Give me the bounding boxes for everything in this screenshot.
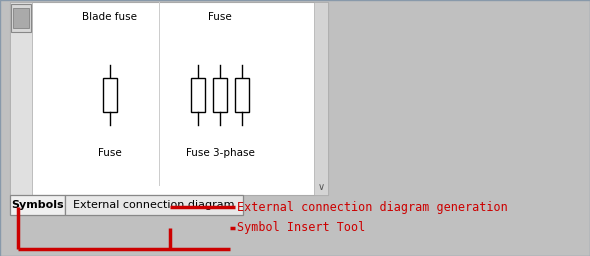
Text: Fuse: Fuse [98,148,122,158]
Text: Blade fuse: Blade fuse [83,12,137,22]
Text: Fuse 3-phase: Fuse 3-phase [186,148,254,158]
Bar [10,2,32,195]
Text: Symbols: Symbols [11,200,64,210]
Bar [10,195,65,215]
Bar [213,78,227,112]
Text: Fuse: Fuse [208,12,232,22]
Bar [103,78,117,112]
Text: Symbol Insert Tool: Symbol Insert Tool [237,221,365,234]
Bar [191,78,205,112]
Bar [11,4,31,32]
Text: External connection diagram: External connection diagram [73,200,235,210]
Bar [314,2,328,195]
Bar [65,195,243,215]
Bar [13,8,29,28]
Text: External connection diagram generation: External connection diagram generation [237,200,508,214]
Bar [10,2,328,195]
Bar [235,78,249,112]
Text: ∨: ∨ [317,182,324,192]
